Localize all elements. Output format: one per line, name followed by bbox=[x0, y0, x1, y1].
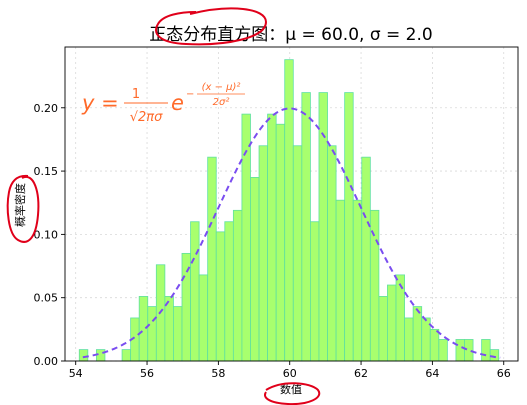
histogram-bar bbox=[455, 339, 465, 362]
formula-denominator: √2πσ bbox=[130, 110, 163, 125]
histogram-bar bbox=[173, 306, 183, 362]
histogram-bar bbox=[438, 339, 448, 362]
histogram-bar bbox=[318, 92, 328, 362]
histogram-bar bbox=[412, 306, 423, 362]
xlabel-annotation-circle bbox=[264, 382, 321, 405]
formula-exponent-sign: − bbox=[186, 89, 194, 100]
y-tick-label: 0.15 bbox=[34, 165, 59, 178]
histogram-bar bbox=[335, 199, 346, 362]
histogram-bar bbox=[275, 123, 286, 362]
formula-exponent-denominator: 2σ² bbox=[213, 97, 230, 108]
histogram-bar bbox=[198, 274, 209, 362]
histogram-bar bbox=[78, 349, 89, 362]
x-tick-label: 60 bbox=[283, 367, 297, 380]
histogram-bar bbox=[489, 349, 500, 362]
x-tick-label: 56 bbox=[140, 367, 154, 380]
y-axis-label: 概率密度 bbox=[13, 183, 27, 227]
histogram-bar bbox=[267, 113, 277, 362]
histogram-bar bbox=[232, 209, 243, 362]
formula-numerator: 1 bbox=[132, 87, 140, 102]
formula-y-equals: y = bbox=[81, 91, 119, 115]
histogram-bar bbox=[215, 231, 226, 362]
y-axis-ticks: 0.00 0.05 0.10 0.15 0.20 bbox=[34, 102, 65, 368]
histogram-bar bbox=[404, 317, 414, 362]
histogram-bar bbox=[181, 252, 191, 362]
ylabel-annotation-circle bbox=[6, 174, 40, 243]
histogram-bar bbox=[344, 92, 354, 362]
y-tick-label: 0.10 bbox=[34, 228, 59, 241]
histogram-bar bbox=[429, 328, 440, 362]
histogram-bar bbox=[395, 274, 405, 362]
histogram-bar bbox=[301, 92, 311, 362]
histogram-bar bbox=[292, 145, 303, 362]
formula-exp-base: e bbox=[171, 91, 184, 115]
y-tick-label: 0.00 bbox=[34, 355, 59, 368]
histogram-bar bbox=[258, 145, 269, 362]
histogram-bar bbox=[284, 59, 294, 362]
chart-title: 正态分布直方图：μ = 60.0, σ = 2.0 bbox=[149, 25, 432, 45]
histogram-bar bbox=[147, 306, 157, 362]
histogram-bar bbox=[361, 156, 371, 362]
plot-frame bbox=[64, 46, 519, 362]
x-tick-label: 54 bbox=[69, 367, 83, 380]
x-axis-ticks: 54 56 58 60 62 64 66 bbox=[69, 361, 511, 380]
histogram-bar bbox=[481, 339, 491, 362]
histogram-bar bbox=[95, 349, 106, 362]
x-tick-label: 62 bbox=[354, 367, 368, 380]
histogram-bar bbox=[310, 221, 320, 362]
x-tick-label: 58 bbox=[211, 367, 225, 380]
y-tick-label: 0.05 bbox=[34, 292, 59, 305]
histogram-bars bbox=[78, 59, 500, 362]
title-annotation-circle bbox=[155, 7, 268, 46]
x-axis-label: 数值 bbox=[280, 383, 302, 396]
histogram-bar bbox=[250, 177, 260, 362]
histogram-bar bbox=[378, 296, 388, 362]
histogram-bar bbox=[327, 145, 337, 362]
histogram-bar bbox=[190, 221, 200, 362]
formula-annotation: y = 1 √2πσ e − (x − μ)² 2σ² bbox=[81, 82, 245, 125]
x-tick-label: 64 bbox=[425, 367, 439, 380]
y-tick-label: 0.20 bbox=[34, 102, 59, 115]
histogram-bar bbox=[352, 199, 363, 362]
histogram-bar bbox=[369, 209, 380, 362]
histogram-bar bbox=[207, 156, 217, 362]
histogram-bar bbox=[224, 221, 234, 362]
x-tick-label: 66 bbox=[497, 367, 511, 380]
formula-exponent-numerator: (x − μ)² bbox=[202, 82, 241, 93]
histogram-bar bbox=[121, 349, 132, 362]
histogram-bar bbox=[387, 284, 397, 362]
normal-pdf-curve bbox=[82, 107, 501, 359]
